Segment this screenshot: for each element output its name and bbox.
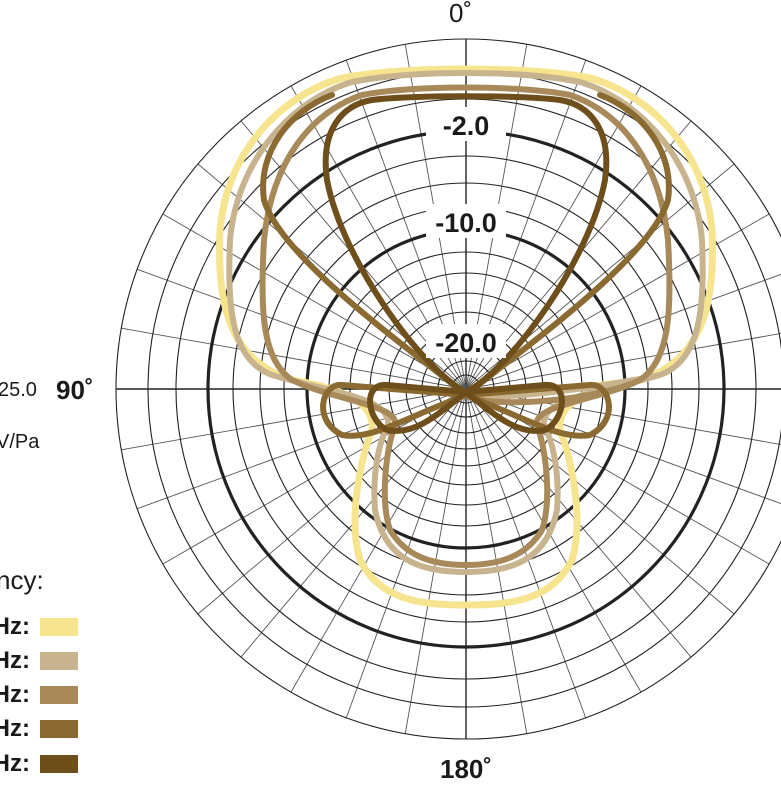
radial-tick-label: -10.0	[435, 208, 497, 238]
grid-spoke	[465, 388, 642, 693]
legend-swatch	[40, 618, 78, 636]
legend-swatch	[40, 686, 78, 704]
grid-spoke	[290, 388, 467, 693]
legend-item: Hz:	[0, 681, 78, 708]
legend-label: Hz:	[0, 681, 30, 708]
angle-label-top: 0˚	[449, 0, 473, 28]
legend-item: Hz:	[0, 715, 78, 742]
legend-swatch	[40, 755, 78, 773]
grid-spoke	[121, 388, 467, 451]
series-curve	[322, 93, 610, 434]
legend-label: Hz:	[0, 613, 30, 640]
grid-spoke	[136, 388, 467, 510]
sensitivity-value: 25.0	[0, 379, 37, 401]
grid-spoke	[136, 268, 467, 390]
grid-spoke	[465, 388, 587, 719]
legend-item: Hz:	[0, 647, 78, 674]
angle-label-left: 90˚	[56, 375, 94, 405]
legend-label: Hz:	[0, 715, 30, 742]
legend-label: Hz:	[0, 750, 30, 777]
grid-spoke	[465, 332, 781, 390]
legend-title: ncy:	[0, 565, 44, 595]
radial-tick-labels: -2.0 -10.0 -20.0	[426, 107, 506, 358]
grid-spoke	[162, 213, 467, 390]
radial-tick-label: -2.0	[443, 111, 490, 141]
legend-swatch	[40, 720, 78, 738]
grid-spoke	[121, 327, 467, 390]
sensitivity-unit: V/Pa	[0, 431, 40, 453]
series-curve	[226, 70, 706, 575]
legend-label: Hz:	[0, 647, 30, 674]
legend-item: Hz:	[0, 750, 78, 777]
tick-label-bg	[426, 324, 506, 358]
radial-tick-label: -20.0	[435, 328, 497, 358]
series-curve	[259, 84, 673, 568]
angle-label-bottom: 180˚	[440, 754, 493, 784]
grid-spoke	[465, 388, 781, 505]
grid-spoke	[465, 213, 770, 390]
grid-ring	[259, 182, 673, 596]
polar-curves	[216, 65, 716, 609]
legend-swatch	[40, 652, 78, 670]
grid-spoke	[465, 273, 781, 390]
grid-ring	[232, 155, 700, 623]
legend-item: Hz:	[0, 613, 78, 640]
grid-spoke	[345, 388, 467, 719]
series-curve	[216, 65, 716, 609]
tick-label-bg	[426, 107, 506, 141]
grid-ring	[115, 38, 781, 740]
tick-label-bg	[426, 204, 506, 238]
